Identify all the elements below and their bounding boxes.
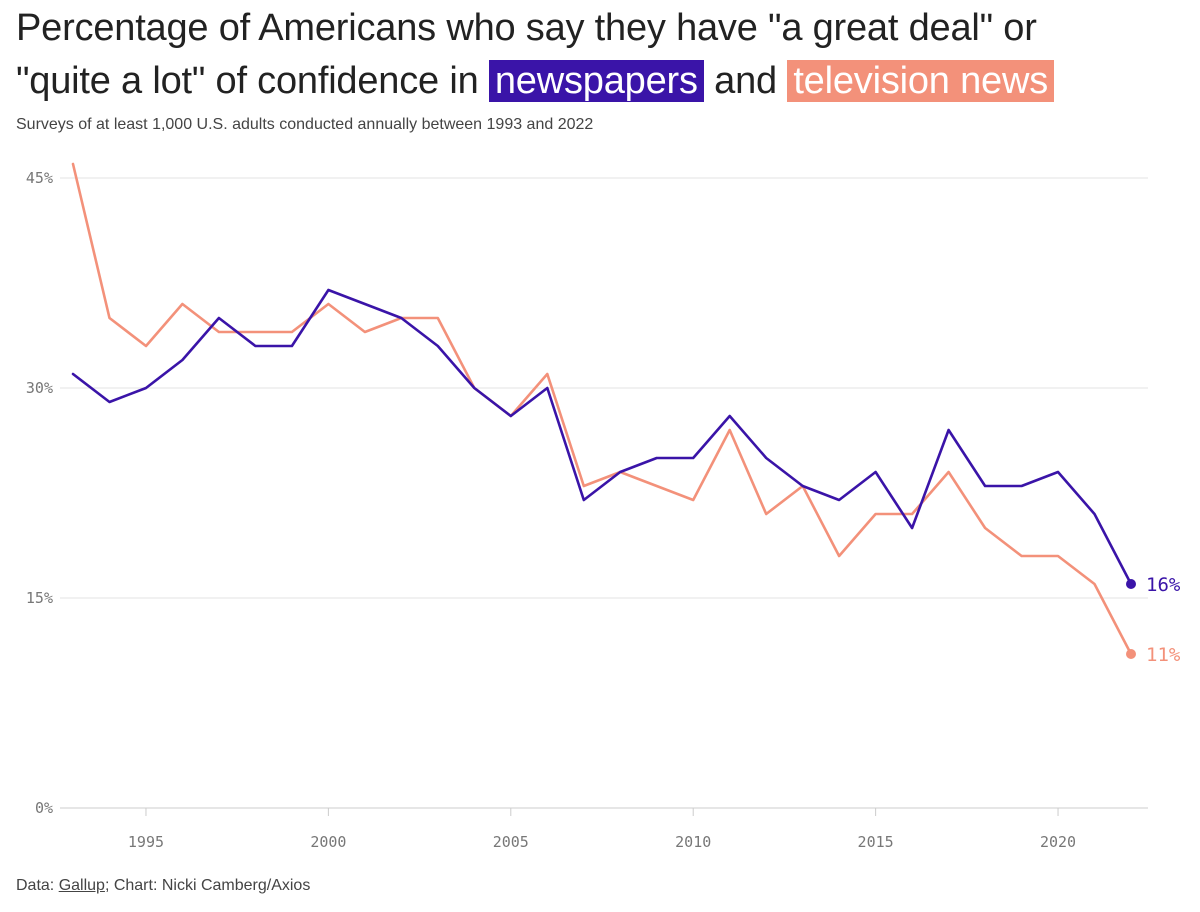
series-line-television-news — [71, 162, 1133, 656]
chart-subtitle: Surveys of at least 1,000 U.S. adults co… — [16, 116, 594, 133]
end-label-television-news: 11% — [1146, 644, 1181, 666]
legend-newspapers: newspapers — [488, 60, 704, 102]
y-tick-label: 15% — [26, 589, 53, 607]
chart-title: Percentage of Americans who say they hav… — [16, 2, 1186, 108]
x-tick-label: 2020 — [1040, 833, 1076, 851]
source-link[interactable]: Gallup — [58, 877, 105, 894]
footer-credit: ; Chart: Nicki Camberg/Axios — [104, 877, 311, 894]
y-axis-ticks: 0% 15% 30% 45% — [26, 169, 53, 817]
series-lines — [71, 162, 1136, 659]
x-tick-label: 1995 — [128, 833, 164, 851]
chart-title-joiner: and — [714, 60, 777, 102]
chart-title-prefix: "quite a lot" of confidence in — [16, 60, 479, 102]
y-tick-label: 0% — [35, 799, 53, 817]
series-line-newspapers — [71, 288, 1133, 586]
y-tick-label: 45% — [26, 169, 53, 187]
end-point-television-news — [1126, 649, 1136, 659]
x-tick-label: 2015 — [858, 833, 894, 851]
end-point-newspapers — [1126, 579, 1136, 589]
chart-title-line2: "quite a lot" of confidence in newspaper… — [16, 55, 1186, 108]
x-tick-label: 2005 — [493, 833, 529, 851]
x-axis-ticks: 1995 2000 2005 2010 2015 2020 — [128, 808, 1076, 851]
x-tick-label: 2000 — [310, 833, 346, 851]
end-labels: 11% 16% — [1146, 574, 1181, 666]
footer-prefix: Data: — [16, 877, 59, 894]
end-label-newspapers: 16% — [1146, 574, 1181, 596]
y-tick-label: 30% — [26, 379, 53, 397]
chart-title-line1: Percentage of Americans who say they hav… — [16, 7, 1037, 49]
gridlines — [60, 177, 1148, 809]
legend-television-news: television news — [787, 60, 1055, 102]
x-tick-label: 2010 — [675, 833, 711, 851]
chart-footer: Data: Gallup; Chart: Nicki Camberg/Axios — [16, 877, 310, 895]
